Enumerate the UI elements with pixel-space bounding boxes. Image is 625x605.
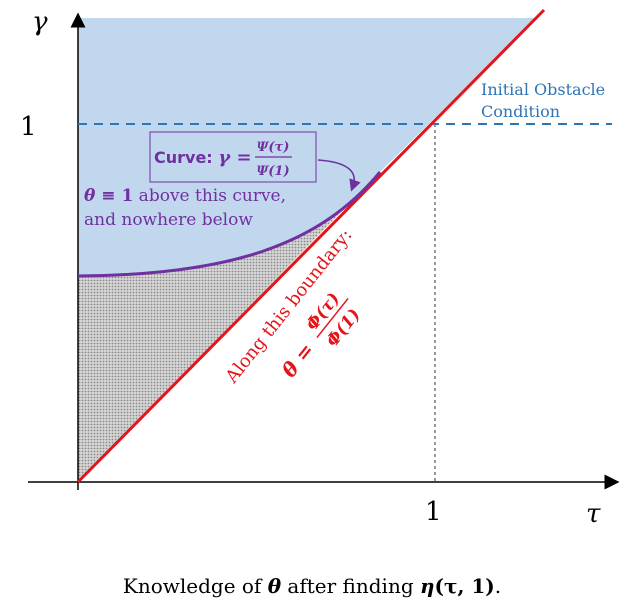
curve-pointer-arrow <box>317 159 361 192</box>
y-tick-one: 1 <box>20 112 37 142</box>
psi-curve <box>77 171 382 278</box>
obstacle-label-line1: Initial Obstacle <box>481 80 605 99</box>
curve-denominator: Ψ(1) <box>256 164 289 179</box>
curve-note-line1: θ ≡ 1 above this curve, <box>84 186 286 206</box>
curve-note-line2: and nowhere below <box>84 210 253 230</box>
y-axis-label: γ <box>32 7 48 37</box>
curve-formula: Curve: γ = Ψ(τ) Ψ(1) <box>154 140 292 179</box>
curve-numerator: Ψ(τ) <box>257 140 290 155</box>
x-axis-label: τ <box>586 499 601 529</box>
figure-caption: Knowledge of θ after finding η(τ, 1). <box>123 574 501 598</box>
x-tick-one: 1 <box>425 497 442 527</box>
obstacle-label-line2: Condition <box>481 102 560 121</box>
curve-prefix: Curve: γ = <box>154 147 252 168</box>
boundary-theta: θ = <box>277 338 319 382</box>
diagonal-boundary <box>76 8 546 484</box>
boundary-fraction-bar <box>316 297 349 339</box>
